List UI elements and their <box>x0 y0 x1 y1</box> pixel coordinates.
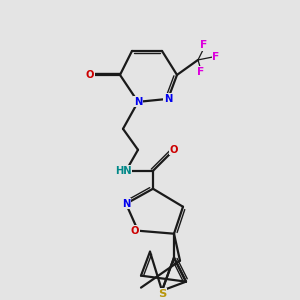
Text: S: S <box>158 289 166 298</box>
Text: O: O <box>131 226 139 236</box>
Text: N: N <box>134 97 142 107</box>
Text: F: F <box>212 52 220 62</box>
Text: O: O <box>170 145 178 155</box>
Text: O: O <box>86 70 94 80</box>
Text: F: F <box>200 40 208 50</box>
Text: HN: HN <box>115 166 131 176</box>
Text: F: F <box>197 67 205 77</box>
Text: N: N <box>122 199 130 209</box>
Text: N: N <box>164 94 172 104</box>
